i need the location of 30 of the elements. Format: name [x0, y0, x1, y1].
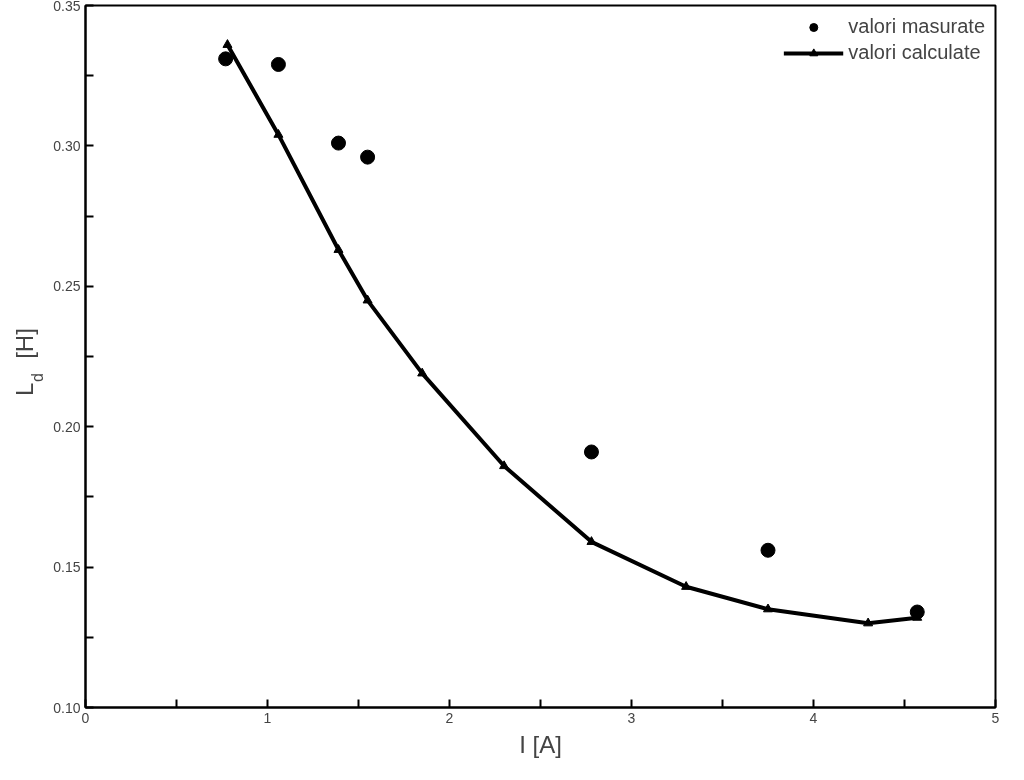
x-axis-title: I [A] — [519, 730, 562, 758]
x-tick-label: 2 — [445, 709, 454, 726]
y-tick-label: 0.10 — [53, 699, 81, 716]
point — [863, 617, 874, 627]
point — [763, 603, 773, 613]
point — [360, 149, 376, 165]
y-axis-title: Ld [H] — [10, 328, 46, 396]
x-tick-label: 0 — [81, 709, 90, 726]
x-tick-label: 5 — [991, 709, 1000, 726]
x-tick-label: 1 — [263, 709, 272, 726]
legend-label: valori masurate — [848, 15, 985, 38]
y-tick-label: 0.15 — [53, 559, 81, 576]
y-tick-label: 0.20 — [53, 418, 81, 435]
point — [273, 128, 284, 138]
point — [583, 444, 599, 460]
point — [760, 542, 776, 558]
legend-label: valori calculate — [848, 41, 981, 64]
point — [222, 39, 233, 48]
x-tick-label: 3 — [627, 709, 636, 726]
y-tick-label: 0.25 — [53, 278, 81, 295]
point — [333, 244, 344, 253]
x-tick-label: 4 — [809, 709, 818, 726]
point — [330, 135, 346, 151]
y-tick-label: 0.30 — [53, 137, 81, 154]
point — [499, 460, 510, 470]
point — [362, 294, 373, 304]
y-tick-label: 0.35 — [53, 0, 81, 14]
point — [270, 56, 286, 72]
point — [218, 51, 234, 67]
point — [417, 367, 428, 377]
